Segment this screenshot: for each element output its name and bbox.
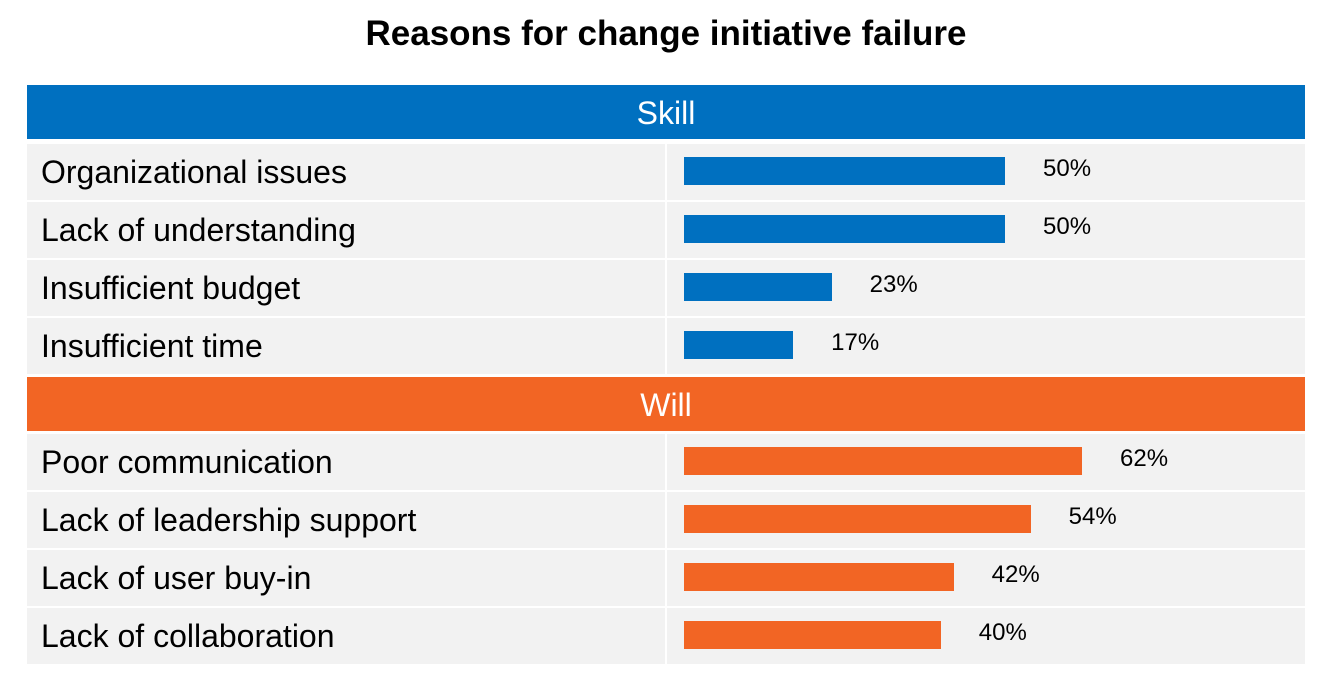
table-row: Organizational issues 50%	[27, 144, 1305, 200]
bar-lack-of-collaboration	[684, 621, 941, 649]
row-label: Lack of leadership support	[27, 492, 665, 548]
bar-cell: 17%	[667, 318, 1305, 374]
bar-insufficient-budget	[684, 273, 832, 301]
row-label: Lack of understanding	[27, 202, 665, 258]
row-label: Lack of collaboration	[27, 608, 665, 664]
reasons-table: Skill Organizational issues 50% Lack of …	[27, 85, 1305, 664]
bar-insufficient-time	[684, 331, 794, 359]
bar-cell: 62%	[667, 434, 1305, 490]
bar-organizational-issues	[684, 157, 1005, 185]
row-label: Lack of user buy-in	[27, 550, 665, 606]
bar-poor-communication	[684, 447, 1083, 475]
value-label: 54%	[1068, 503, 1117, 530]
value-label: 50%	[1043, 155, 1092, 182]
bar-lack-of-user-buy-in	[684, 563, 954, 591]
row-label: Poor communication	[27, 434, 665, 490]
table-row: Lack of understanding 50%	[27, 202, 1305, 258]
value-label: 17%	[831, 329, 880, 356]
bar-cell: 23%	[667, 260, 1305, 316]
table-row: Lack of collaboration 40%	[27, 608, 1305, 664]
value-label: 50%	[1043, 213, 1092, 240]
bar-lack-of-understanding	[684, 215, 1005, 243]
chart-title: Reasons for change initiative failure	[365, 14, 967, 53]
table-row: Poor communication 62%	[27, 434, 1305, 490]
bar-cell: 50%	[667, 202, 1305, 258]
table-row: Lack of leadership support 54%	[27, 492, 1305, 548]
bar-cell: 54%	[667, 492, 1305, 548]
table-row: Insufficient time 17%	[27, 318, 1305, 374]
group-header-skill: Skill	[27, 85, 1305, 139]
bar-lack-of-leadership-support	[684, 505, 1031, 533]
group-header-will: Will	[27, 377, 1305, 431]
value-label: 62%	[1120, 445, 1169, 472]
skill-rows: Organizational issues 50% Lack of unders…	[27, 144, 1305, 374]
row-label: Insufficient time	[27, 318, 665, 374]
table-row: Insufficient budget 23%	[27, 260, 1305, 316]
will-rows: Poor communication 62% Lack of leadershi…	[27, 434, 1305, 664]
bar-cell: 42%	[667, 550, 1305, 606]
row-label: Insufficient budget	[27, 260, 665, 316]
table-row: Lack of user buy-in 42%	[27, 550, 1305, 606]
value-label: 23%	[869, 271, 918, 298]
bar-cell: 50%	[667, 144, 1305, 200]
value-label: 42%	[991, 561, 1040, 588]
bar-cell: 40%	[667, 608, 1305, 664]
value-label: 40%	[978, 619, 1027, 646]
row-label: Organizational issues	[27, 144, 665, 200]
